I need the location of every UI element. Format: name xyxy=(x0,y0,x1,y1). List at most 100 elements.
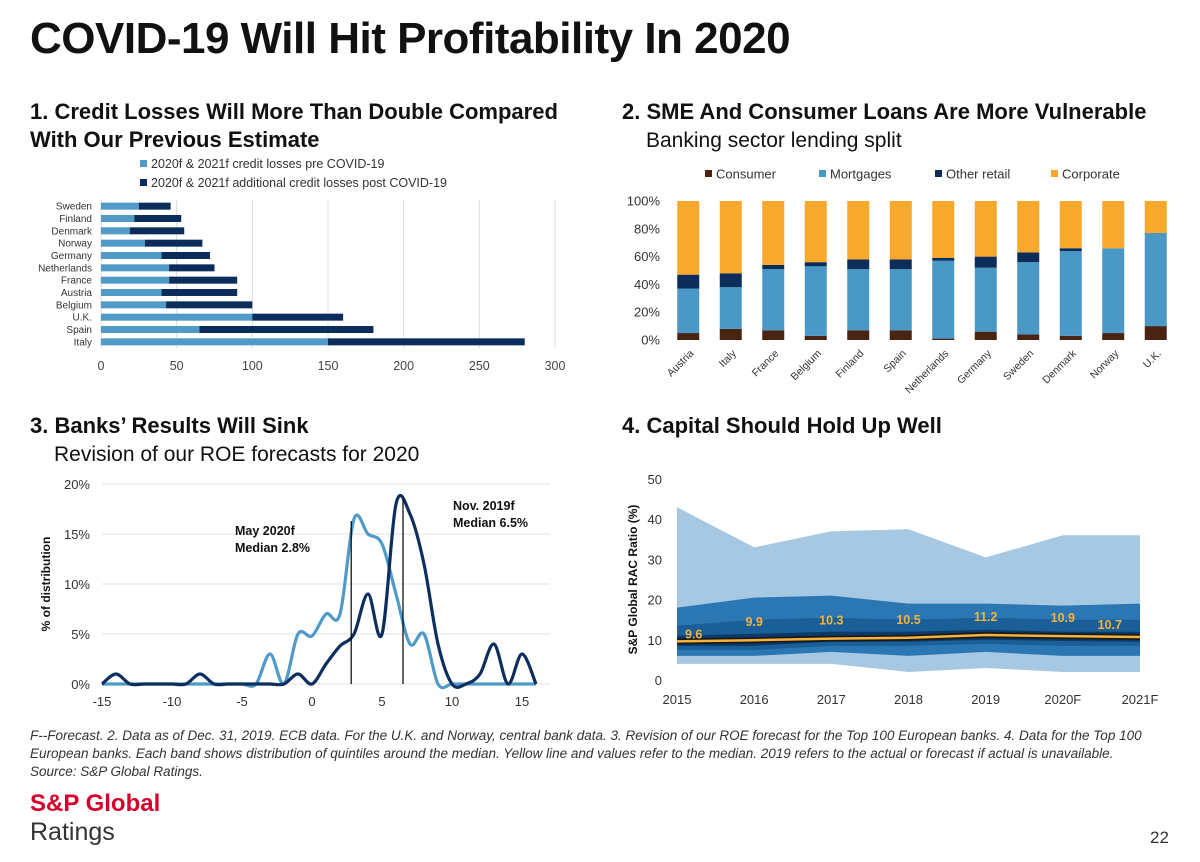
legend-label: 2020f & 2021f credit losses pre COVID-19 xyxy=(151,157,385,171)
y-tick-label: Norway xyxy=(58,239,92,250)
x-tick-label: 2018 xyxy=(894,692,923,707)
bar-segment xyxy=(252,313,344,321)
lending-split-chart: Consumer Mortgages Other retail Corporate 0%… xyxy=(627,167,1167,396)
bar-segment xyxy=(199,326,374,333)
y-tick-label: Austria xyxy=(61,288,93,299)
y-tick-label: 0% xyxy=(641,333,660,348)
legend-swatch xyxy=(140,160,147,167)
x-tick-label: Norway xyxy=(1088,347,1122,381)
bar-segment xyxy=(169,264,215,272)
bar-segment xyxy=(1102,201,1125,249)
x-tick-label: Germany xyxy=(955,347,995,387)
page-title: COVID-19 Will Hit Profitability In 2020 xyxy=(30,14,791,63)
legend-label: Corporate xyxy=(1062,167,1120,182)
x-tick-label: 150 xyxy=(318,359,339,373)
panel1-title-line2: With Our Previous Estimate xyxy=(30,127,320,152)
y-tick-label: 0 xyxy=(655,673,662,688)
bar-segment xyxy=(101,276,170,284)
panel2-subtitle: Banking sector lending split xyxy=(646,129,902,152)
legend-label: Other retail xyxy=(946,167,1010,182)
bar-segment xyxy=(804,335,827,340)
y-tick-label: 50 xyxy=(648,472,662,487)
y-axis-label: S&P Global RAC Ratio (%) xyxy=(626,505,640,655)
bar-segment xyxy=(677,274,700,289)
panel3-subtitle: Revision of our ROE forecasts for 2020 xyxy=(54,443,420,466)
bar-segment xyxy=(847,259,870,270)
x-tick-label: 5 xyxy=(378,694,385,709)
bar-segment xyxy=(169,276,238,284)
bar-segment xyxy=(762,264,785,270)
bar-segment xyxy=(804,262,827,267)
median-value-label: 10.3 xyxy=(819,614,843,628)
bar-segment xyxy=(1059,248,1082,252)
legend-label: Consumer xyxy=(716,167,777,182)
x-tick-label: 300 xyxy=(545,359,566,373)
median-value-label: 11.2 xyxy=(974,610,998,624)
x-tick-label: Belgium xyxy=(789,347,824,382)
bar-segment xyxy=(1144,232,1167,327)
bar-segment xyxy=(129,227,185,235)
bar-segment xyxy=(974,331,997,340)
y-tick-label: 0% xyxy=(71,677,90,692)
y-tick-label: Sweden xyxy=(56,202,92,213)
bar-segment xyxy=(134,215,182,222)
x-tick-label: France xyxy=(750,348,782,380)
x-tick-label: Spain xyxy=(881,348,909,376)
bar-segment xyxy=(762,201,785,265)
y-tick-label: 100% xyxy=(627,194,661,209)
x-tick-label: 2019 xyxy=(971,692,1000,707)
bar-segment xyxy=(1059,201,1082,249)
bar-segment xyxy=(847,201,870,260)
y-tick-label: Finland xyxy=(59,214,92,225)
bar-segment xyxy=(762,330,785,340)
x-tick-label: 15 xyxy=(515,694,529,709)
bar-segment xyxy=(932,201,955,258)
bar-segment xyxy=(719,201,742,274)
logo-sp-global: S&P Global xyxy=(30,790,161,817)
y-tick-label: France xyxy=(61,276,93,287)
bar-segment xyxy=(804,266,827,336)
bar-segment xyxy=(932,338,955,340)
y-tick-label: 20 xyxy=(648,593,662,608)
bar-segment xyxy=(1059,335,1082,340)
x-tick-label: -5 xyxy=(236,694,248,709)
series-line xyxy=(102,513,536,690)
legend-swatch xyxy=(819,170,826,177)
y-tick-label: 80% xyxy=(634,221,660,236)
bar-segment xyxy=(101,264,170,272)
y-tick-label: Italy xyxy=(74,337,92,348)
x-tick-label: 100 xyxy=(242,359,263,373)
median-line xyxy=(676,633,1141,643)
bar-segment xyxy=(1144,201,1167,233)
bar-segment xyxy=(138,202,171,210)
bar-segment xyxy=(101,202,139,210)
y-tick-label: 10 xyxy=(648,633,662,648)
bar-segment xyxy=(1017,252,1040,263)
bar-segment xyxy=(677,288,700,334)
panel4-title: 4. Capital Should Hold Up Well xyxy=(622,413,942,438)
x-tick-label: 2021F xyxy=(1122,692,1159,707)
bar-segment xyxy=(101,313,253,321)
bar-segment xyxy=(1144,326,1167,340)
bar-segment xyxy=(677,333,700,340)
legend-label: Mortgages xyxy=(830,167,892,182)
y-tick-label: Spain xyxy=(66,325,92,336)
bar-segment xyxy=(101,215,135,222)
bar-segment xyxy=(762,269,785,331)
bar-segment xyxy=(719,287,742,329)
logo-ratings: Ratings xyxy=(30,818,115,846)
y-tick-label: 30 xyxy=(648,552,662,567)
bar-segment xyxy=(889,259,912,270)
legend-swatch xyxy=(140,179,147,186)
x-tick-label: -15 xyxy=(93,694,112,709)
bar-segment xyxy=(101,338,328,346)
bar-segment xyxy=(1059,251,1082,336)
x-tick-label: Sweden xyxy=(1001,348,1036,383)
panel2-title: 2. SME And Consumer Loans Are More Vulne… xyxy=(622,99,1147,124)
bar-segment xyxy=(719,328,742,340)
bar-segment xyxy=(101,289,162,296)
bar-segment xyxy=(889,330,912,340)
bar-segment xyxy=(1017,334,1040,340)
bar-segment xyxy=(889,201,912,260)
y-tick-label: Netherlands xyxy=(38,263,92,274)
